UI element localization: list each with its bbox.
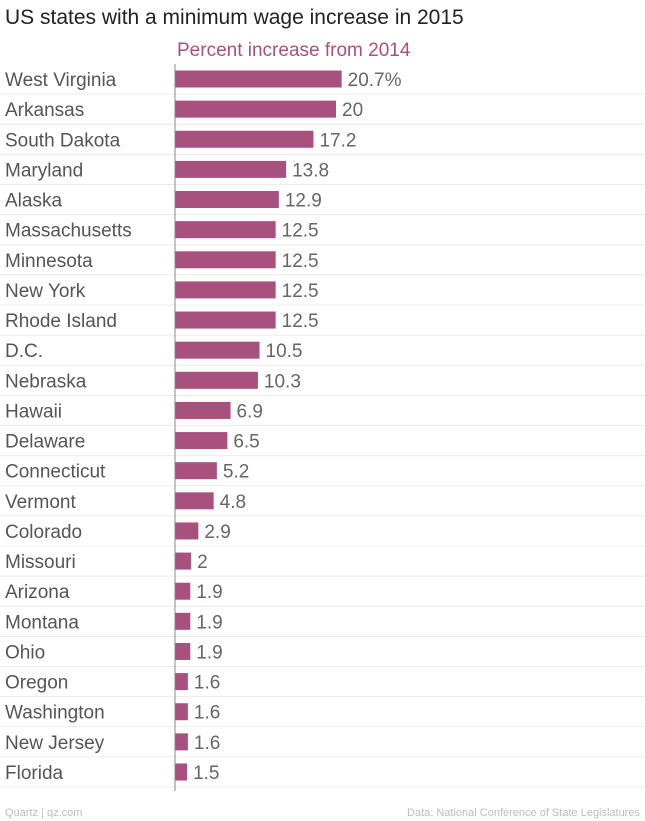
category-label: Minnesota bbox=[5, 251, 93, 272]
value-label: 6.5 bbox=[233, 432, 259, 453]
category-labels: West Virginia Arkansas South Dakota Marylan… bbox=[5, 70, 132, 784]
category-label: Vermont bbox=[5, 492, 76, 513]
category-label: D.C. bbox=[5, 341, 43, 362]
bar bbox=[175, 281, 276, 299]
value-labels: 20.7% 20 17.2 13.8 12.9 12.5 12.5 12.5 12.5 10.5 1… bbox=[193, 70, 402, 784]
bar bbox=[175, 552, 192, 570]
value-label: 12.5 bbox=[282, 311, 319, 332]
bar bbox=[175, 221, 276, 239]
category-label: Hawaii bbox=[5, 401, 62, 422]
gridlines bbox=[0, 93, 645, 788]
category-label: Arkansas bbox=[5, 100, 84, 121]
category-label: Maryland bbox=[5, 160, 83, 181]
bar bbox=[175, 70, 342, 88]
bar bbox=[175, 522, 199, 540]
value-label: 10.5 bbox=[266, 341, 303, 362]
category-label: Alaska bbox=[5, 191, 62, 212]
bar bbox=[175, 432, 228, 450]
bar bbox=[175, 642, 191, 660]
category-label: New York bbox=[5, 281, 86, 302]
bar bbox=[175, 763, 188, 781]
bar bbox=[175, 612, 191, 630]
value-label: 1.5 bbox=[193, 763, 219, 784]
bar bbox=[175, 401, 231, 419]
value-label: 4.8 bbox=[220, 492, 246, 513]
bar bbox=[175, 341, 260, 359]
category-label: Oregon bbox=[5, 673, 68, 694]
category-label: South Dakota bbox=[5, 130, 121, 151]
footer-source: Quartz | qz.com bbox=[5, 807, 83, 819]
value-label: 10.3 bbox=[264, 371, 301, 392]
value-label: 12.5 bbox=[282, 221, 319, 242]
bar bbox=[175, 311, 276, 329]
value-label: 17.2 bbox=[319, 130, 356, 151]
category-label: Nebraska bbox=[5, 371, 87, 392]
category-label: Florida bbox=[5, 763, 64, 784]
value-label: 13.8 bbox=[292, 160, 329, 181]
value-label: 12.5 bbox=[282, 251, 319, 272]
value-label: 12.5 bbox=[282, 281, 319, 302]
category-label: Arizona bbox=[5, 582, 70, 603]
category-label: West Virginia bbox=[5, 70, 117, 91]
value-label: 20.7% bbox=[348, 70, 402, 91]
value-label: 1.6 bbox=[194, 733, 220, 754]
category-label: New Jersey bbox=[5, 733, 105, 754]
bar bbox=[175, 582, 191, 600]
bar bbox=[175, 703, 188, 721]
value-label: 2 bbox=[197, 552, 208, 573]
category-label: Rhode Island bbox=[5, 311, 117, 332]
category-label: Connecticut bbox=[5, 462, 106, 483]
bar bbox=[175, 673, 188, 691]
value-label: 1.9 bbox=[196, 612, 222, 633]
value-label: 6.9 bbox=[237, 401, 263, 422]
category-label: Delaware bbox=[5, 432, 85, 453]
category-label: Washington bbox=[5, 703, 105, 724]
value-label: 1.6 bbox=[194, 673, 220, 694]
value-label: 1.9 bbox=[196, 582, 222, 603]
series-title: Percent increase from 2014 bbox=[177, 40, 411, 61]
bar bbox=[175, 733, 188, 751]
bar bbox=[175, 492, 214, 510]
bars bbox=[175, 70, 342, 781]
bar bbox=[175, 130, 314, 148]
bar bbox=[175, 100, 336, 118]
bar bbox=[175, 371, 258, 389]
category-label: Montana bbox=[5, 612, 79, 633]
category-label: Massachusetts bbox=[5, 221, 132, 242]
value-label: 20 bbox=[342, 100, 363, 121]
value-label: 1.9 bbox=[196, 642, 222, 663]
bar bbox=[175, 251, 276, 269]
chart-title: US states with a minimum wage increase i… bbox=[5, 6, 464, 29]
bar bbox=[175, 462, 217, 480]
value-label: 5.2 bbox=[223, 462, 249, 483]
value-label: 1.6 bbox=[194, 703, 220, 724]
value-label: 2.9 bbox=[204, 522, 230, 543]
category-label: Missouri bbox=[5, 552, 76, 573]
value-label: 12.9 bbox=[285, 191, 322, 212]
bar bbox=[175, 191, 279, 209]
footer-credit: Data: National Conference of State Legis… bbox=[407, 807, 640, 819]
bar bbox=[175, 160, 287, 178]
category-label: Ohio bbox=[5, 642, 45, 663]
category-label: Colorado bbox=[5, 522, 82, 543]
